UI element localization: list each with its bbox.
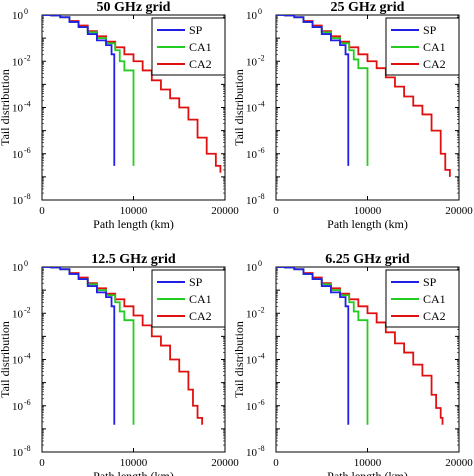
y-tick-label: 10 bbox=[246, 56, 258, 68]
x-tick-label: 0 bbox=[273, 457, 279, 469]
legend-label-ca2: CA2 bbox=[189, 57, 212, 71]
y-tick-exponent: -6 bbox=[24, 398, 31, 407]
y-tick-label: 10 bbox=[12, 149, 24, 161]
y-tick-label: 10 bbox=[12, 103, 24, 115]
x-tick-label: 20000 bbox=[211, 205, 239, 217]
y-tick-label: 10 bbox=[246, 308, 258, 320]
y-tick-label: 10 bbox=[12, 308, 24, 320]
y-tick-exponent: -8 bbox=[258, 192, 265, 201]
y-tick-exponent: 0 bbox=[24, 7, 28, 16]
chart-title: 12.5 GHz grid bbox=[91, 252, 176, 267]
x-tick-label: 20000 bbox=[211, 457, 239, 469]
legend-label-ca1: CA1 bbox=[189, 40, 212, 54]
legend-label-sp: SP bbox=[423, 275, 437, 289]
y-tick-label: 10 bbox=[246, 447, 258, 459]
y-tick-label: 10 bbox=[246, 195, 258, 207]
x-tick-label: 10000 bbox=[354, 205, 382, 217]
y-tick-exponent: -8 bbox=[258, 444, 265, 453]
y-tick-label: 10 bbox=[12, 447, 24, 459]
x-tick-label: 20000 bbox=[445, 205, 473, 217]
y-tick-exponent: -2 bbox=[24, 53, 31, 62]
y-tick-label: 10 bbox=[246, 10, 258, 22]
y-tick-label: 10 bbox=[12, 262, 24, 274]
legend-label-ca1: CA1 bbox=[423, 292, 446, 306]
y-tick-exponent: -6 bbox=[258, 146, 265, 155]
y-axis-label: Tail distribution bbox=[0, 69, 12, 146]
legend-label-ca2: CA2 bbox=[423, 57, 446, 71]
x-axis-label: Path length (km) bbox=[327, 469, 408, 476]
y-tick-label: 10 bbox=[12, 355, 24, 367]
y-tick-label: 10 bbox=[12, 10, 24, 22]
x-tick-label: 0 bbox=[39, 205, 45, 217]
y-tick-label: 10 bbox=[12, 195, 24, 207]
series-line-sp bbox=[276, 15, 350, 166]
legend-label-sp: SP bbox=[189, 275, 203, 289]
series-line-ca2 bbox=[276, 15, 451, 177]
y-tick-label: 10 bbox=[246, 355, 258, 367]
x-axis-label: Path length (km) bbox=[93, 469, 174, 476]
y-tick-exponent: -4 bbox=[258, 352, 265, 361]
legend-label-sp: SP bbox=[423, 23, 437, 37]
x-axis-label: Path length (km) bbox=[327, 217, 408, 231]
y-tick-exponent: 0 bbox=[258, 7, 262, 16]
y-tick-exponent: -2 bbox=[258, 53, 265, 62]
x-axis-label: Path length (km) bbox=[93, 217, 174, 231]
legend-label-ca2: CA2 bbox=[189, 309, 212, 323]
legend-label-ca1: CA1 bbox=[189, 292, 212, 306]
x-tick-label: 0 bbox=[39, 457, 45, 469]
y-tick-exponent: -2 bbox=[258, 305, 265, 314]
chart-title: 50 GHz grid bbox=[97, 0, 171, 15]
legend-label-ca1: CA1 bbox=[423, 40, 446, 54]
y-axis-label: Tail distribution bbox=[232, 69, 246, 146]
y-axis-label: Tail distribution bbox=[0, 321, 12, 398]
x-tick-label: 20000 bbox=[445, 457, 473, 469]
legend-label-ca2: CA2 bbox=[423, 309, 446, 323]
y-tick-exponent: -4 bbox=[24, 100, 31, 109]
series-line-ca2 bbox=[42, 267, 204, 425]
series-line-sp bbox=[42, 267, 116, 425]
series-line-ca2 bbox=[276, 267, 444, 425]
y-tick-exponent: -6 bbox=[24, 146, 31, 155]
y-tick-exponent: 0 bbox=[24, 259, 28, 268]
y-tick-label: 10 bbox=[246, 401, 258, 413]
y-tick-exponent: -2 bbox=[24, 305, 31, 314]
y-tick-label: 10 bbox=[12, 56, 24, 68]
series-line-sp bbox=[42, 15, 116, 166]
chart-title: 25 GHz grid bbox=[331, 0, 405, 15]
x-tick-label: 10000 bbox=[354, 457, 382, 469]
y-tick-exponent: -4 bbox=[258, 100, 265, 109]
y-axis-label: Tail distribution bbox=[232, 321, 246, 398]
y-tick-label: 10 bbox=[246, 103, 258, 115]
y-tick-exponent: -6 bbox=[258, 398, 265, 407]
y-tick-exponent: -4 bbox=[24, 352, 31, 361]
y-tick-label: 10 bbox=[246, 262, 258, 274]
x-tick-label: 10000 bbox=[120, 457, 148, 469]
y-tick-exponent: -8 bbox=[24, 192, 31, 201]
series-line-ca2 bbox=[42, 15, 222, 173]
x-tick-label: 10000 bbox=[120, 205, 148, 217]
y-tick-label: 10 bbox=[246, 149, 258, 161]
x-tick-label: 0 bbox=[273, 205, 279, 217]
series-line-sp bbox=[276, 267, 350, 425]
y-tick-exponent: 0 bbox=[258, 259, 262, 268]
y-tick-label: 10 bbox=[12, 401, 24, 413]
y-tick-exponent: -8 bbox=[24, 444, 31, 453]
legend-label-sp: SP bbox=[189, 23, 203, 37]
chart-title: 6.25 GHz grid bbox=[325, 252, 410, 267]
